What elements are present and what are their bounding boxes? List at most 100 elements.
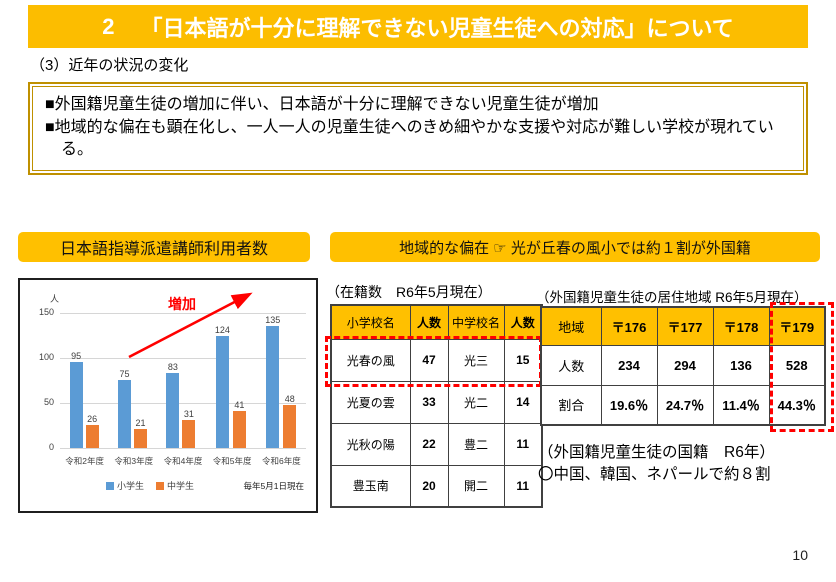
bar-rect: [215, 336, 229, 448]
legend-label: 中学生: [167, 481, 195, 491]
table-cell: 光秋の陽: [330, 422, 411, 466]
table-cell: 開二: [447, 464, 505, 508]
table-header-cell: 地域: [540, 306, 602, 346]
chart-section-label: 日本語指導派遣講師利用者数: [18, 232, 310, 262]
summary-bullet-1: ■外国籍児童生徒の増加に伴い、日本語が十分に理解できない児童生徒が増加: [45, 96, 599, 113]
table-cell: 44.3％: [768, 384, 826, 426]
bar: 95: [69, 313, 83, 448]
table-row: 人数 234 294 136 528: [540, 344, 826, 386]
table-row: 光秋の陽 22 豊二 11: [330, 422, 543, 466]
chart-ytick-label: 50: [43, 397, 54, 407]
legend-item: 中学生: [156, 479, 194, 492]
table-cell: 136: [712, 344, 770, 386]
table-row: 光夏の雲 33 光二 14: [330, 380, 543, 424]
bar-value-label: 26: [87, 414, 98, 424]
bar-rect: [85, 425, 99, 448]
slide-title-bar: 2 「日本語が十分に理解できない児童生徒への対応」について: [28, 5, 808, 48]
table-header-cell: 人数: [503, 304, 543, 340]
table-cell: 528: [768, 344, 826, 386]
bar-group: 75 21: [118, 313, 148, 448]
bar-value-label: 83: [167, 362, 178, 372]
section-subtitle: （3）近年の状況の変化: [30, 57, 189, 74]
table-cell: 11.4％: [712, 384, 770, 426]
summary-bullet-2: ■地域的な偏在も顕在化し、一人一人の児童生徒へのきめ細やかな支援や対応が難しい学…: [45, 118, 774, 159]
bar: 21: [134, 313, 148, 448]
nationality-note-line2: 〇中国、韓国、ネパールで約８割: [538, 466, 771, 483]
table-cell: 294: [656, 344, 714, 386]
bar-value-label: 124: [214, 325, 230, 335]
slide-number: 2: [102, 13, 115, 39]
slide-title: 「日本語が十分に理解できない児童生徒への対応」について: [140, 15, 734, 41]
table-cell: 22: [409, 422, 449, 466]
table-header-cell: 〒179: [768, 306, 826, 346]
chart-ytick-label: 150: [38, 307, 54, 317]
roster-table-title: （在籍数 R6年5月現在）: [326, 284, 492, 300]
bar: 83: [166, 313, 180, 448]
table-cell: 割合: [540, 384, 602, 426]
bar-rect: [134, 429, 148, 448]
bar-value-label: 48: [284, 394, 295, 404]
chart-category-axis: 令和2年度 令和3年度 令和4年度 令和5年度 令和6年度: [60, 455, 306, 467]
chart-bars: 95 26 75 21 83 31 124 41 135 48: [60, 313, 306, 448]
roster-highlight-box: [325, 336, 542, 387]
category-label: 令和5年度: [212, 456, 252, 466]
bar: 26: [85, 313, 99, 448]
table-cell: 豊玉南: [330, 464, 411, 508]
chart-legend: 小学生 中学生: [106, 479, 194, 492]
legend-swatch-icon: [106, 481, 114, 490]
table-cell: 15: [503, 338, 543, 382]
bar-group: 124 41: [215, 313, 246, 448]
table-row: 割合 19.6％ 24.7％ 11.4％ 44.3％: [540, 384, 826, 426]
category-label: 令和3年度: [114, 456, 154, 466]
chart-increase-annotation: 増加: [168, 296, 196, 312]
chart-ytick-label: 0: [48, 442, 54, 452]
bar-value-label: 95: [71, 351, 82, 361]
bar-group: 135 48: [265, 313, 297, 448]
bar: 48: [283, 313, 297, 448]
table-row: 光春の風 47 光三 15: [330, 338, 543, 382]
bar: 41: [232, 313, 246, 448]
table-cell: 光夏の雲: [330, 380, 411, 424]
nationality-note: （外国籍児童生徒の国籍 R6年） 〇中国、韓国、ネパールで約８割: [538, 442, 775, 486]
table-cell: 234: [600, 344, 658, 386]
bar-value-label: 21: [135, 418, 146, 428]
bar: 31: [182, 313, 196, 448]
bar: 135: [265, 313, 280, 448]
category-label: 令和6年度: [261, 456, 301, 466]
chart-ytick-label: 100: [38, 352, 54, 362]
usage-bar-chart: 人 150 100 50 0 95 26 75 21 83 31 124 41 135 48 令和2年度…: [18, 278, 318, 513]
table-header-cell: 小学校名: [330, 304, 411, 340]
roster-table: 小学校名 人数 中学校名 人数 光春の風 47 光三 15 光夏の雲 33 光二 14 光秋の陽 22 豊…: [330, 304, 543, 508]
bar-group: 95 26: [69, 313, 99, 448]
chart-asof-note: 毎年5月1日現在: [243, 481, 304, 491]
table-header-cell: 中学校名: [447, 304, 505, 340]
bar-rect: [283, 405, 297, 448]
bar-rect: [69, 362, 83, 448]
table-cell: 20: [409, 464, 449, 508]
table-header-row: 小学校名 人数 中学校名 人数: [330, 304, 543, 340]
table-header-cell: 〒177: [656, 306, 714, 346]
bar-rect: [166, 373, 180, 448]
table-cell: 19.6％: [600, 384, 658, 426]
table-cell: 光二: [447, 380, 505, 424]
region-table-title: （外国籍児童生徒の居住地域 R6年5月現在）: [536, 290, 808, 305]
chart-gridline: [60, 358, 306, 359]
table-cell: 11: [503, 464, 543, 508]
bar-value-label: 31: [183, 409, 194, 419]
table-header-cell: 〒176: [600, 306, 658, 346]
region-highlight-box: [770, 302, 834, 432]
bar-rect: [232, 411, 246, 448]
bar-rect: [266, 326, 280, 448]
page-number: 10: [792, 547, 808, 563]
chart-gridline: [60, 403, 306, 404]
bar-rect: [118, 380, 132, 448]
bar: 75: [118, 313, 132, 448]
bar-value-label: 135: [265, 315, 281, 325]
table-header-row: 地域 〒176 〒177 〒178 〒179: [540, 306, 826, 346]
bar-value-label: 41: [234, 400, 245, 410]
summary-box: ■外国籍児童生徒の増加に伴い、日本語が十分に理解できない児童生徒が増加 ■地域的…: [28, 82, 808, 175]
legend-label: 小学生: [117, 481, 145, 491]
table-cell: 24.7％: [656, 384, 714, 426]
nationality-note-line1: （外国籍児童生徒の国籍 R6年）: [538, 444, 775, 461]
region-section-label: 地域的な偏在 ☞ 光が丘春の風小では約１割が外国籍: [330, 232, 820, 262]
